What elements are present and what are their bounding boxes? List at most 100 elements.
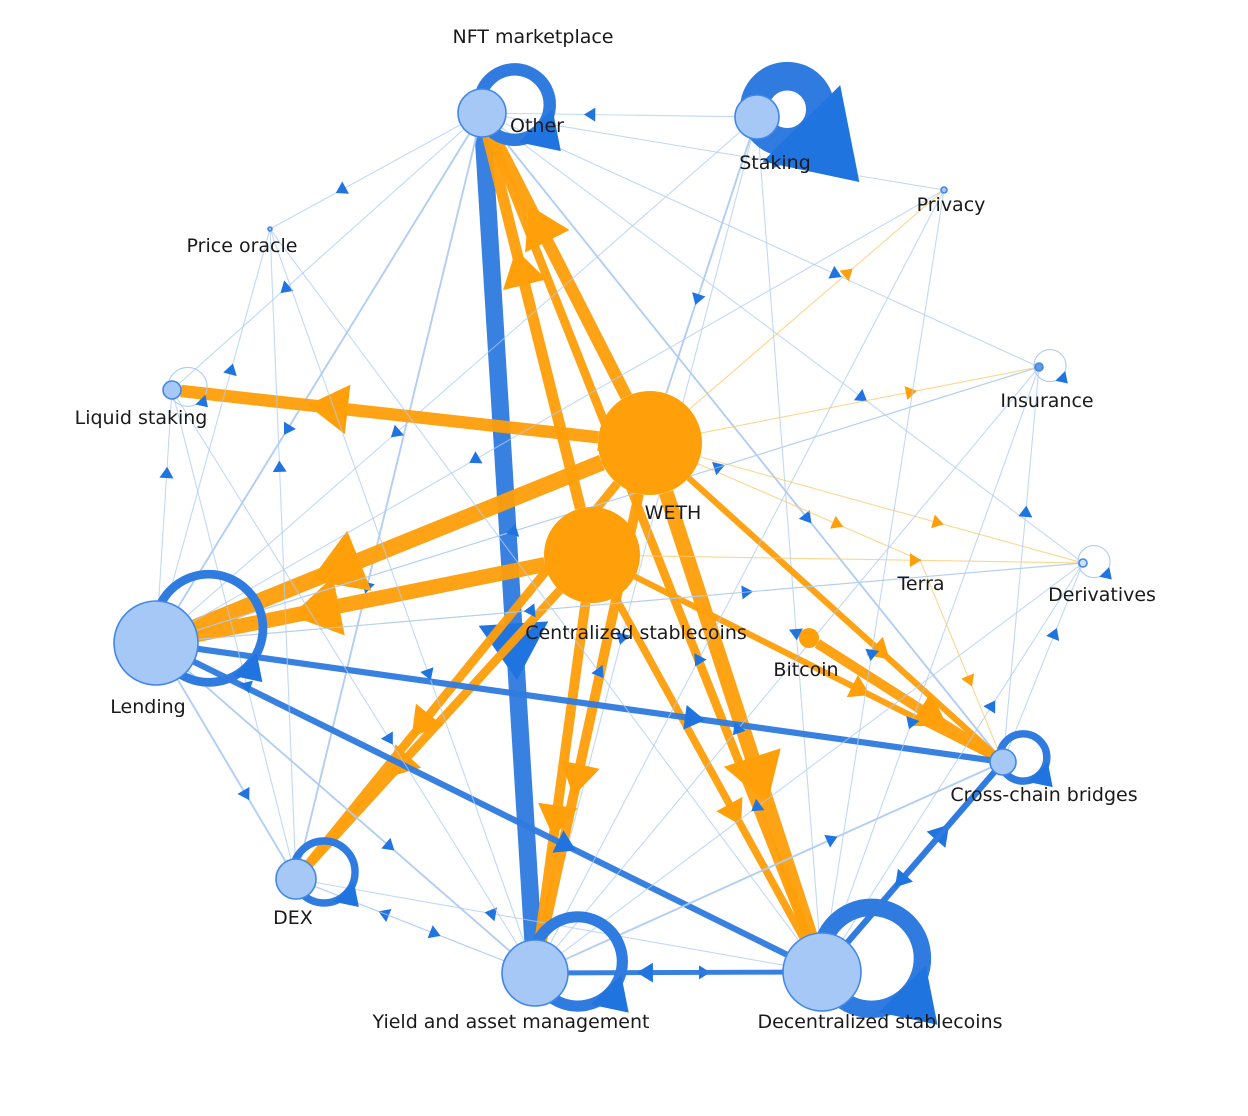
self-loop-arrowhead: [590, 974, 629, 1013]
graph-edge: [700, 367, 1036, 434]
self-loop-arrowhead: [195, 394, 208, 408]
edge-arrowhead: [237, 786, 250, 801]
edge-line: [187, 669, 511, 953]
graph-edge: [178, 128, 465, 385]
edge-arrowhead: [381, 837, 395, 851]
self-loop: [1033, 349, 1068, 384]
graph-edge: [564, 766, 992, 961]
edge-line: [555, 369, 1037, 948]
edge-line: [639, 555, 1080, 564]
edge-line: [176, 397, 519, 946]
edge-arrowhead: [830, 515, 844, 529]
edge-line: [919, 560, 999, 751]
graph-edge: [549, 192, 944, 945]
self-loop-arrowhead: [1055, 370, 1068, 384]
edge-arrowhead: [931, 514, 944, 529]
edge-line: [700, 367, 1036, 434]
self-loop-arrowhead: [518, 109, 561, 152]
edge-line: [561, 564, 1081, 954]
edge-line: [611, 595, 807, 940]
graph-edge: [699, 456, 1080, 563]
graph-edge: [176, 678, 287, 863]
edge-arrowhead: [853, 389, 868, 402]
graph-node-priceoracle[interactable]: [267, 226, 273, 232]
edge-arrowhead: [636, 962, 653, 983]
graph-edge: [503, 122, 1036, 366]
edge-line: [270, 230, 525, 943]
edge-line: [195, 557, 547, 643]
edge-arrowhead: [732, 721, 746, 736]
graph-node-liquidstake[interactable]: [162, 380, 182, 400]
edge-arrowhead: [716, 796, 743, 826]
edge-line: [192, 658, 789, 958]
edge-arrowhead: [523, 603, 536, 618]
graph-node-terra[interactable]: [919, 559, 921, 561]
edge-line: [496, 131, 996, 753]
edge-line: [845, 770, 997, 945]
edge-arrowhead: [239, 680, 253, 694]
graph-edge: [158, 398, 174, 602]
graph-node-lending[interactable]: [113, 600, 199, 686]
edge-arrowhead: [484, 907, 497, 922]
edge-line: [814, 639, 995, 760]
graph-edge: [192, 191, 942, 623]
graph-edge: [845, 770, 997, 945]
edge-line: [487, 131, 632, 400]
edge-arrowhead: [865, 648, 880, 661]
edge-line: [564, 766, 992, 961]
edge-line: [486, 133, 812, 938]
graph-node-yield[interactable]: [501, 939, 569, 1007]
graph-node-crosschain[interactable]: [989, 748, 1017, 776]
edge-arrowhead: [390, 424, 404, 438]
edge-line: [1003, 370, 1040, 750]
graph-node-other[interactable]: [457, 88, 507, 138]
edge-line: [542, 138, 753, 942]
node-layer: [113, 88, 1088, 1012]
edge-arrowhead: [616, 632, 630, 645]
edge-arrowhead: [307, 384, 351, 435]
graph-edge: [270, 230, 525, 943]
graph-edge: [482, 134, 586, 510]
graph-edge: [658, 490, 818, 938]
edge-line: [842, 566, 1082, 940]
edge-line: [197, 562, 1080, 640]
edge-line: [658, 490, 818, 938]
edge-line: [178, 128, 465, 385]
graph-edge: [611, 595, 807, 940]
edge-line: [474, 136, 542, 941]
graph-edge: [919, 560, 999, 751]
graph-edge: [697, 463, 920, 561]
edge-arrowhead: [683, 705, 705, 730]
graph-edge: [176, 397, 519, 946]
edge-arrowhead: [846, 675, 871, 698]
graph-node-staking[interactable]: [734, 94, 780, 140]
graph-edge: [814, 639, 995, 760]
graph-node-decstable[interactable]: [782, 932, 862, 1012]
edge-line: [534, 601, 591, 941]
edge-line: [269, 230, 296, 860]
edge-arrowhead: [906, 716, 920, 730]
edge-arrowhead: [335, 181, 349, 194]
self-loop-arrowhead: [333, 881, 359, 908]
graph-node-weth[interactable]: [598, 391, 702, 495]
graph-edge: [180, 384, 600, 444]
graph-edge: [842, 566, 1082, 940]
edge-line: [1007, 566, 1083, 751]
graph-edge: [299, 136, 478, 860]
edge-arrowhead: [828, 265, 842, 279]
edge-arrowhead: [894, 868, 913, 888]
edge-arrowhead: [420, 667, 434, 681]
graph-node-privacy[interactable]: [940, 186, 948, 194]
graph-node-dex[interactable]: [275, 858, 317, 900]
edge-arrowhead: [591, 664, 604, 679]
graph-node-censtable[interactable]: [544, 507, 640, 603]
graph-edge: [271, 124, 462, 229]
graph-node-derivatives[interactable]: [1078, 558, 1088, 568]
graph-node-insurance[interactable]: [1034, 362, 1044, 372]
graph-edge: [496, 131, 996, 753]
graph-edge: [195, 557, 547, 643]
graph-node-bitcoin[interactable]: [799, 628, 819, 648]
graph-edge: [542, 138, 753, 942]
